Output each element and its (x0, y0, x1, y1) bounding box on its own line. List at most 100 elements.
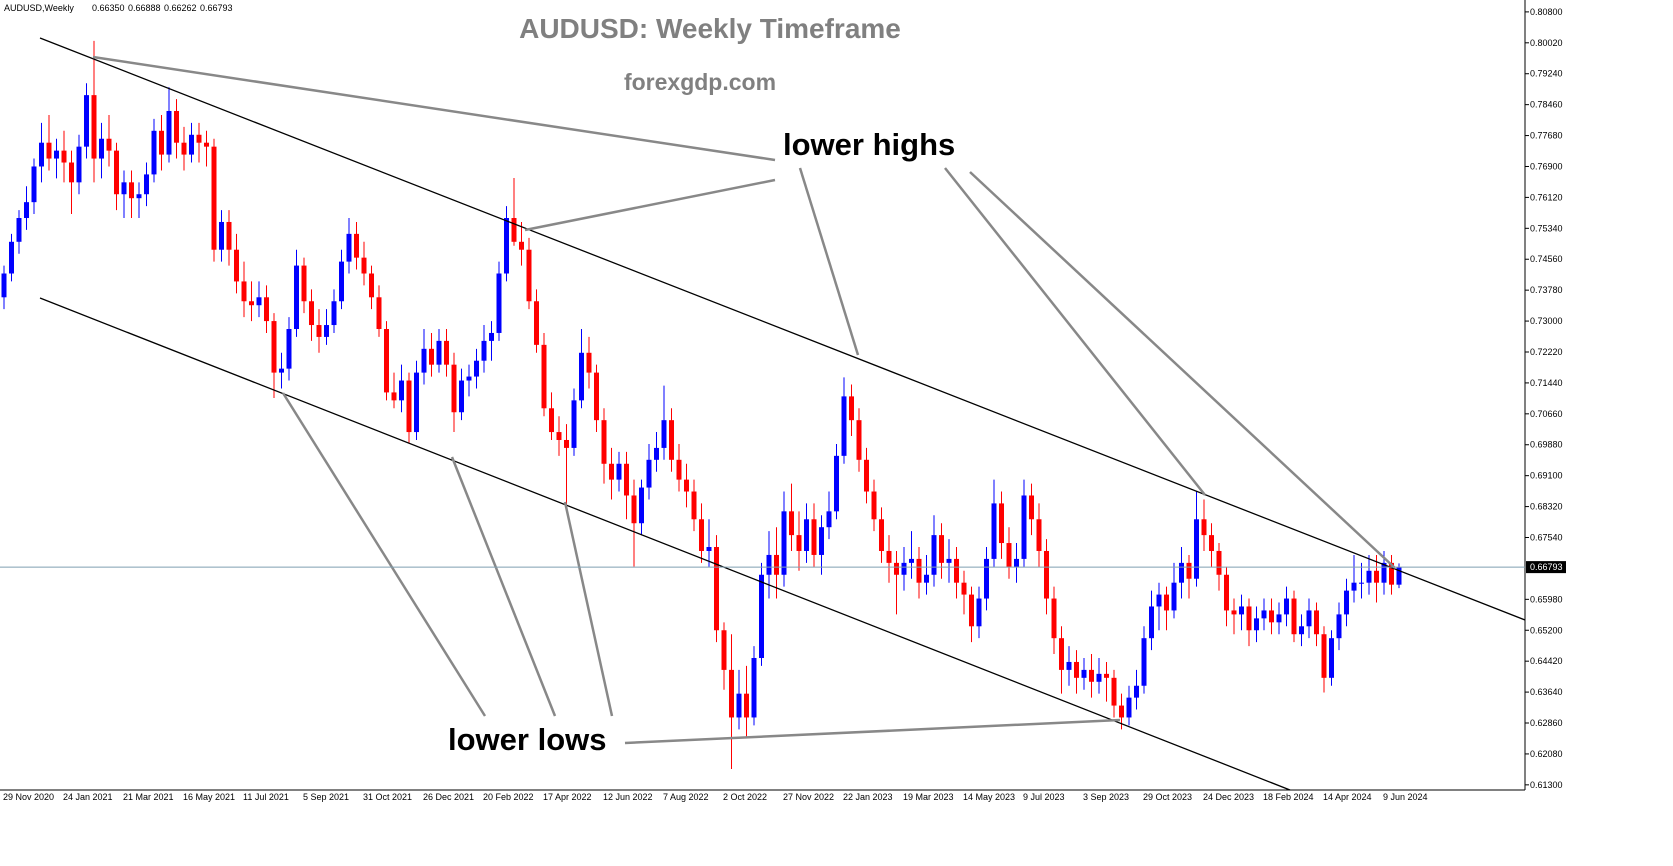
y-tick-label: 0.65980 (1530, 594, 1563, 604)
candle-body (1134, 685, 1139, 698)
y-tick-label: 0.78460 (1530, 100, 1563, 110)
price-label-box (1526, 561, 1566, 574)
candle-body (1246, 606, 1252, 631)
candle-body (1179, 562, 1184, 583)
candle-body (519, 241, 524, 250)
pointer-lines (92, 55, 1396, 745)
candle-body (1021, 495, 1027, 559)
candle-body (481, 340, 487, 361)
candle-body (1321, 634, 1327, 678)
candle-body (496, 273, 502, 333)
candle-body (406, 380, 412, 433)
candle-body (1209, 535, 1214, 551)
candle-body (354, 233, 359, 258)
candle-body (271, 321, 277, 373)
candle-body (76, 146, 82, 183)
candle-body (789, 511, 794, 536)
y-tick-label: 0.62080 (1530, 749, 1563, 759)
candle-body (969, 594, 974, 627)
x-tick-label: 5 Sep 2021 (303, 792, 349, 802)
x-tick-label: 26 Dec 2021 (423, 792, 474, 802)
candle-body (624, 463, 629, 496)
candle-body (69, 162, 74, 183)
candle-body (286, 329, 292, 369)
candle-body (1066, 661, 1072, 670)
candle-body (84, 95, 89, 147)
x-tick-label: 21 Mar 2021 (123, 792, 174, 802)
candle-body (1036, 519, 1042, 551)
candle-body (534, 301, 539, 345)
candle-body (24, 202, 29, 219)
candle-body (1044, 550, 1049, 599)
candle-body (579, 352, 584, 401)
x-tick-label: 14 Apr 2024 (1323, 792, 1372, 802)
candle-body (1359, 582, 1364, 584)
y-tick-label: 0.67540 (1530, 533, 1563, 543)
candle-body (886, 550, 892, 563)
candle-body (1156, 594, 1162, 607)
pointer-line (450, 456, 557, 717)
candle-body (1224, 574, 1229, 611)
y-tick-label: 0.70660 (1530, 409, 1563, 419)
y-tick-label: 0.76900 (1530, 161, 1563, 171)
candle-body (729, 669, 734, 718)
y-tick-label: 0.65200 (1530, 625, 1563, 635)
pointer-line (524, 178, 776, 232)
candle-body (849, 396, 854, 421)
y-tick-label: 0.80020 (1530, 38, 1563, 48)
candle-body (1336, 614, 1342, 639)
candle-body (1171, 582, 1177, 611)
x-tick-label: 19 Mar 2023 (903, 792, 954, 802)
candle-body (1291, 598, 1297, 635)
candle-body (294, 265, 299, 330)
candle-body (1314, 610, 1319, 635)
x-tick-label: 24 Jan 2021 (63, 792, 113, 802)
y-tick-label: 0.75340 (1530, 223, 1563, 233)
candle-body (316, 325, 322, 337)
candle-body (556, 432, 562, 440)
candle-body (1396, 567, 1402, 585)
x-tick-label: 29 Oct 2023 (1143, 792, 1192, 802)
candle-body (1389, 562, 1394, 585)
candle-body (901, 562, 907, 575)
candle-body (166, 110, 172, 155)
x-tick-label: 12 Jun 2022 (603, 792, 653, 802)
candle-body (1081, 669, 1087, 678)
candle-body (571, 400, 577, 448)
candle-body (376, 297, 382, 330)
pointer-line (563, 501, 614, 717)
candle-body (211, 146, 217, 250)
candle-body (1254, 618, 1259, 631)
annotation: lower highs (783, 127, 955, 162)
candle-body (151, 130, 157, 175)
candle-body (114, 150, 119, 195)
candle-body (1239, 606, 1244, 615)
candle-body (759, 574, 764, 659)
candle-body (646, 459, 652, 488)
candle-body (1119, 705, 1124, 718)
candle-body (241, 281, 247, 302)
candle-body (181, 142, 187, 155)
candle-body (586, 352, 592, 373)
candle-body (1074, 661, 1079, 678)
candle-body (459, 380, 464, 413)
candle-body (1164, 594, 1169, 611)
candle-body (826, 511, 832, 528)
x-tick-label: 16 May 2021 (183, 792, 235, 802)
candle-body (1299, 626, 1304, 635)
candle-body (301, 265, 307, 302)
candle-body (804, 519, 809, 551)
candle-body (1141, 638, 1147, 686)
candle-body (1, 273, 7, 298)
candle-body (916, 558, 922, 583)
candle-body (691, 491, 697, 520)
candle-body (361, 257, 367, 274)
candle-body (999, 503, 1004, 544)
candle-body (1284, 598, 1289, 615)
candle-body (414, 372, 419, 433)
candle-body (421, 348, 427, 373)
candle-body (1216, 550, 1222, 575)
candle-body (1059, 638, 1064, 670)
candle-body (1051, 598, 1057, 639)
candle-body (144, 174, 149, 195)
